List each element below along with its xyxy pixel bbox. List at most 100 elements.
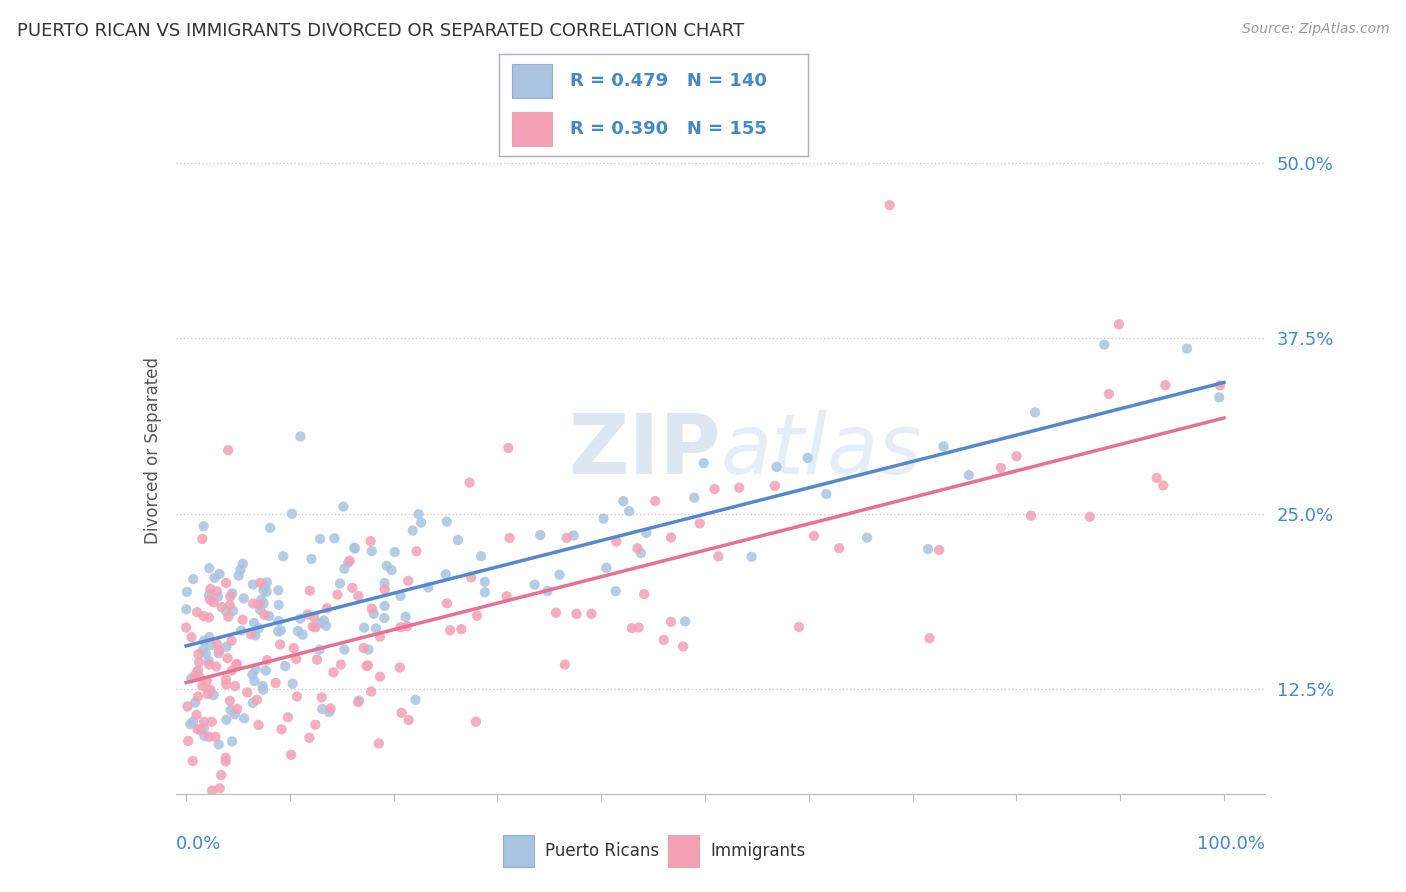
Point [326, 588, 349, 602]
Point [1209, 378, 1232, 392]
Point [242, 667, 264, 681]
Point [554, 657, 576, 672]
Point [221, 734, 243, 748]
Point [217, 609, 239, 624]
Point [208, 643, 231, 657]
Point [187, 690, 209, 704]
Text: Source: ZipAtlas.com: Source: ZipAtlas.com [1241, 22, 1389, 37]
Point [174, 621, 197, 635]
Point [215, 640, 238, 654]
Point [267, 624, 290, 639]
Point [191, 679, 214, 693]
Point [498, 441, 520, 455]
Point [309, 616, 332, 631]
Point [283, 641, 305, 656]
Point [186, 707, 208, 722]
Point [374, 599, 396, 613]
Point [581, 607, 603, 621]
Point [765, 459, 787, 474]
Point [620, 621, 643, 635]
Text: PUERTO RICAN VS IMMIGRANTS DIVORCED OR SEPARATED CORRELATION CHART: PUERTO RICAN VS IMMIGRANTS DIVORCED OR S… [17, 22, 744, 40]
Point [683, 491, 706, 505]
Point [304, 717, 326, 731]
Point [364, 621, 387, 635]
Point [228, 568, 250, 582]
Point [257, 609, 280, 624]
Point [259, 521, 281, 535]
Point [408, 507, 430, 521]
Point [347, 695, 370, 709]
Point [595, 561, 617, 575]
Bar [503, 835, 534, 867]
Point [247, 718, 270, 732]
Point [796, 450, 818, 465]
Point [395, 610, 418, 624]
Point [198, 630, 221, 644]
Text: Immigrants: Immigrants [710, 842, 806, 860]
Point [215, 713, 238, 727]
Point [221, 586, 243, 600]
Point [353, 621, 375, 635]
Point [221, 664, 243, 678]
Point [1092, 337, 1115, 351]
Point [297, 607, 319, 622]
Point [1005, 450, 1028, 464]
Point [405, 544, 427, 558]
Point [249, 603, 271, 617]
Point [626, 541, 648, 556]
Point [418, 580, 440, 594]
Text: Puerto Ricans: Puerto Ricans [546, 842, 659, 860]
Point [208, 781, 231, 796]
Point [298, 731, 321, 745]
Point [357, 642, 380, 657]
Point [247, 621, 270, 635]
Point [267, 583, 290, 598]
Point [270, 723, 292, 737]
Point [309, 532, 332, 546]
Point [495, 590, 517, 604]
Point [474, 585, 496, 599]
Point [763, 479, 786, 493]
Point [447, 533, 470, 547]
Point [290, 612, 312, 626]
Text: 0.0%: 0.0% [176, 835, 221, 853]
Point [918, 631, 941, 645]
Point [544, 606, 567, 620]
Point [264, 676, 287, 690]
Point [627, 620, 650, 634]
Point [274, 659, 297, 673]
Point [219, 703, 242, 717]
Point [562, 528, 585, 542]
Point [360, 544, 382, 558]
Point [1175, 342, 1198, 356]
Point [181, 572, 204, 586]
Point [252, 682, 274, 697]
Point [319, 701, 342, 715]
Point [256, 575, 278, 590]
Point [787, 620, 810, 634]
Point [301, 619, 323, 633]
Point [285, 690, 308, 704]
Point [343, 541, 366, 555]
Point [312, 613, 335, 627]
Point [389, 589, 412, 603]
Point [333, 642, 356, 657]
Point [302, 609, 325, 624]
Point [217, 443, 239, 458]
Point [198, 592, 221, 607]
Bar [668, 835, 700, 867]
Point [630, 546, 652, 560]
Point [1146, 471, 1168, 485]
Point [332, 500, 354, 514]
Point [636, 525, 658, 540]
Point [179, 717, 201, 731]
Point [193, 729, 215, 743]
Point [193, 519, 215, 533]
Point [1078, 509, 1101, 524]
Point [236, 685, 259, 699]
Point [398, 713, 420, 727]
Text: atlas: atlas [721, 410, 922, 491]
Point [409, 516, 432, 530]
Point [181, 754, 204, 768]
Point [195, 674, 218, 689]
